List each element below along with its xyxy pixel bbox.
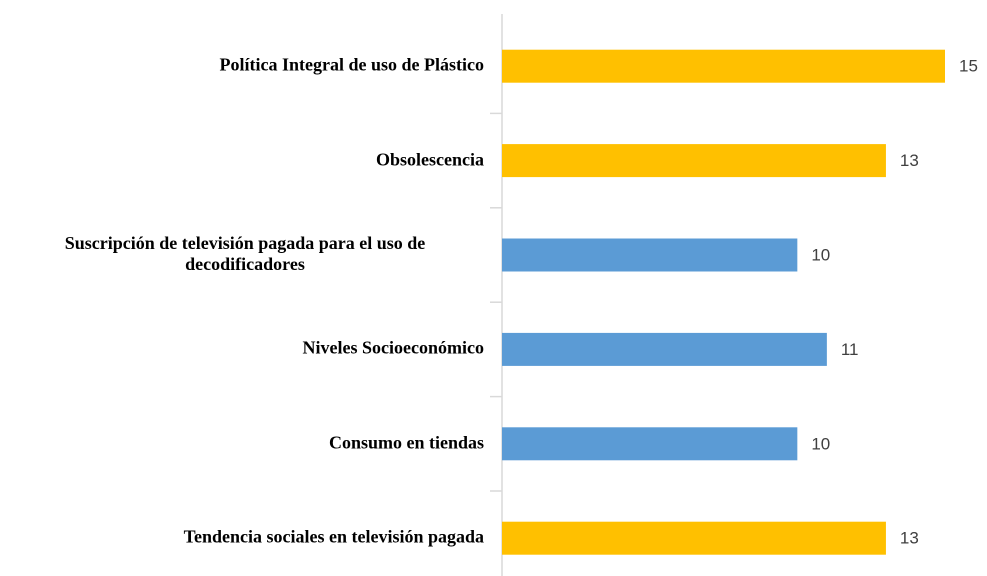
value-label: 13	[900, 151, 919, 170]
value-label: 10	[811, 434, 830, 453]
category-label: Política Integral de uso de Plástico	[219, 54, 484, 75]
value-label: 11	[841, 340, 859, 359]
bar	[502, 332, 827, 366]
category-label: Consumo en tiendas	[328, 432, 484, 453]
bar	[502, 49, 945, 83]
value-label: 10	[811, 245, 830, 264]
category-label: Niveles Socioeconómico	[302, 337, 484, 358]
value-label: 13	[900, 529, 919, 548]
bar	[502, 521, 886, 555]
bar	[502, 427, 798, 461]
bar	[502, 238, 798, 272]
category-label: Tendencia sociales en televisión pagada	[183, 526, 484, 547]
value-label: 15	[959, 57, 978, 76]
category-label: Obsolescencia	[376, 149, 484, 170]
category-label: Suscripción de televisión pagada para el…	[64, 233, 426, 274]
bar	[502, 144, 886, 178]
